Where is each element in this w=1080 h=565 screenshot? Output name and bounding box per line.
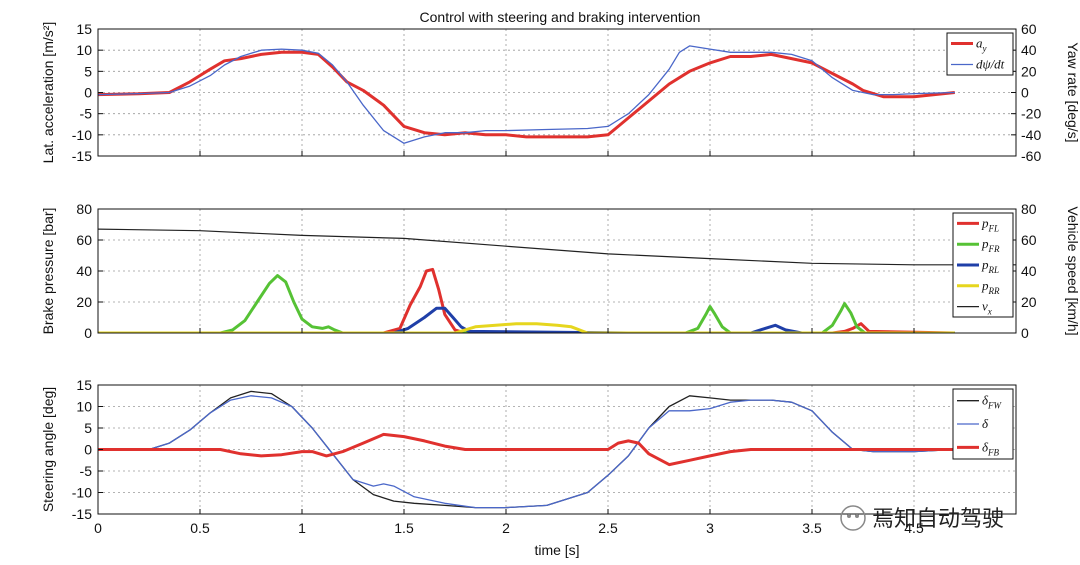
watermark-text: 焉知自动驾驶 [872,507,1004,532]
x-tick-label: 3.5 [802,520,822,536]
y-right-tick-label: 20 [1021,294,1037,310]
y-tick-label: -15 [72,148,92,164]
y-right-tick-label: 80 [1021,201,1037,217]
y-tick-label: 80 [76,201,92,217]
legend-box [946,32,1014,76]
y-tick-label: 0 [84,325,92,341]
watermark: 焉知自动驾驶 [840,505,1004,532]
y-axis-label-right: Yaw rate [deg/s] [1065,42,1080,142]
x-tick-label: 2.5 [598,520,618,536]
x-tick-label: 0 [94,520,102,536]
series-line-a_y [98,50,955,139]
y-axis-label: Lat. acceleration [m/s²] [40,22,56,164]
x-tick-label: 2 [502,520,510,536]
y-axis-label-right: Vehicle speed [km/h] [1065,206,1080,335]
y-right-tick-label: 40 [1021,42,1037,58]
x-tick-label: 0.5 [190,520,210,536]
panel-3: -15 -10 -5 0 5 10 15 0 0.5 1 1.5 2 2.5 3 3.5 4.5 time [s… [40,377,1017,558]
y-tick-label: 15 [76,377,92,393]
y-right-tick-label: -40 [1021,127,1041,143]
y-tick-label: 20 [76,294,92,310]
series-line-p_FR [98,274,955,333]
y-tick-label: -10 [72,127,92,143]
y-right-tick-label: 60 [1021,21,1037,37]
legend-entry: pFR [981,236,1000,254]
y-tick-label: 0 [84,85,92,101]
y-tick-label: 5 [84,420,92,436]
series-line-δ [98,395,955,509]
y-axis-label: Steering angle [deg] [40,387,56,512]
series-line-δ_FB [98,432,955,467]
y-tick-label: -5 [80,106,93,122]
y-right-tick-label: 60 [1021,232,1037,248]
y-tick-label: 15 [76,21,92,37]
legend-entry: δFB [982,439,1000,457]
legend-entry: pRL [981,257,999,275]
grid [97,208,1016,334]
x-tick-label: 3 [706,520,714,536]
legend-entry: dψ/dt [976,57,1005,72]
y-tick-label: 60 [76,232,92,248]
legend-entry: δ [982,416,989,431]
y-right-tick-label: 40 [1021,263,1037,279]
y-right-tick-label: 0 [1021,85,1029,101]
panel-1: -15 -10 -5 0 5 10 15 -60 -40 -20 0 20 40 60 Lat. accel… [40,21,1080,164]
y-right-tick-label: -20 [1021,106,1041,122]
x-tick-label: 4.5 [904,520,924,536]
y-tick-label: 10 [76,399,92,415]
y-tick-label: -10 [72,485,92,501]
legend: ay dψ/dt [946,32,1014,76]
y-right-tick-label: -60 [1021,148,1041,164]
legend-entry: δFW [982,393,1003,411]
y-tick-label: -15 [72,506,92,522]
y-tick-label: 10 [76,42,92,58]
series-line-p_RR [98,322,955,333]
legend: pFL pFR pRL pRR vx [952,212,1014,318]
y-right-tick-label: 0 [1021,325,1029,341]
figure-title: Control with steering and braking interv… [420,9,701,25]
legend-entry: pRR [981,278,1000,296]
legend: δFW δ δFB [952,388,1014,460]
watermark-logo-icon [840,505,866,531]
legend-entry: vx [982,299,992,317]
y-tick-label: 40 [76,263,92,279]
series-line-v_x [98,228,1016,266]
legend-entry: pFL [981,215,999,233]
y-axis-label: Brake pressure [bar] [40,208,56,335]
y-tick-label: 0 [84,442,92,458]
panel-2: 0 20 40 60 80 0 20 40 60 80 Brake pressure [bar] Ve… [40,201,1080,341]
x-axis-label: time [s] [534,542,579,558]
series-line-dψ/dt [98,45,955,144]
x-tick-label: 1 [298,520,306,536]
x-tick-label: 1.5 [394,520,414,536]
y-right-tick-label: 20 [1021,63,1037,79]
y-tick-label: -5 [80,463,93,479]
legend-entry: ay [976,36,987,54]
y-tick-label: 5 [84,63,92,79]
